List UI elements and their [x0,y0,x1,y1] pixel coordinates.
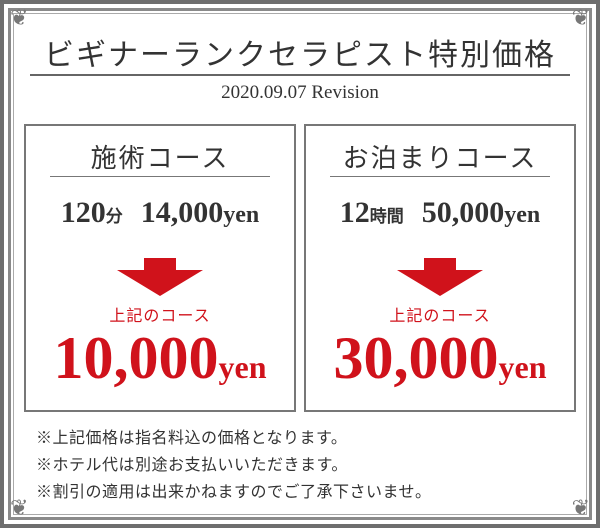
revision-date: 2020.09.07 Revision [221,82,379,103]
course-divider [330,176,550,177]
discount-price: 10,000yen [26,324,294,393]
down-arrow-icon [117,258,203,296]
note-item: ※上記価格は指名料込の価格となります。 [36,428,348,447]
course-name: お泊まりコース [342,144,538,174]
title-divider [30,74,570,76]
discount-label: 上記のコース [109,306,211,325]
course-card-overnight: お泊まりコース 12時間 50,000yen 上記のコース 30,000yen [304,124,576,412]
corner-ornament-icon: ❦ [10,6,29,31]
note-item: ※ホテル代は別途お支払いいただきます。 [36,455,348,474]
corner-ornament-icon: ❦ [571,496,590,521]
course-card-treatment: 施術コース 120分 14,000yen 上記のコース 10,000yen [24,124,296,412]
discount-price: 30,000yen [306,324,574,393]
new-price-unit: yen [498,349,547,385]
page-title: ビギナーランクセラピスト特別価格 [44,38,556,73]
discount-label: 上記のコース [389,306,491,325]
original-price: 12時間 50,000yen [306,196,574,230]
new-price-unit: yen [218,349,267,385]
down-arrow-icon [397,258,483,296]
duration-number: 120 [60,196,106,229]
duration-unit: 時間 [369,207,404,226]
duration-number: 12 [339,196,370,229]
corner-ornament-icon: ❦ [571,6,590,31]
notes-list: ※上記価格は指名料込の価格となります。 ※ホテル代は別途お支払いいただきます。 … [36,424,432,505]
price-unit: yen [504,202,541,228]
course-divider [50,176,270,177]
price-number: 50,000 [421,196,505,229]
original-price: 120分 14,000yen [26,196,294,230]
note-item: ※割引の適用は出来かねますのでご了承下さいませ。 [36,482,432,501]
duration-unit: 分 [105,207,123,226]
new-price-number: 30,000 [333,325,499,391]
price-number: 14,000 [140,196,224,229]
inner-frame [8,8,592,520]
course-name: 施術コース [90,144,230,174]
price-unit: yen [223,202,260,228]
new-price-number: 10,000 [53,325,219,391]
corner-ornament-icon: ❦ [10,496,29,521]
